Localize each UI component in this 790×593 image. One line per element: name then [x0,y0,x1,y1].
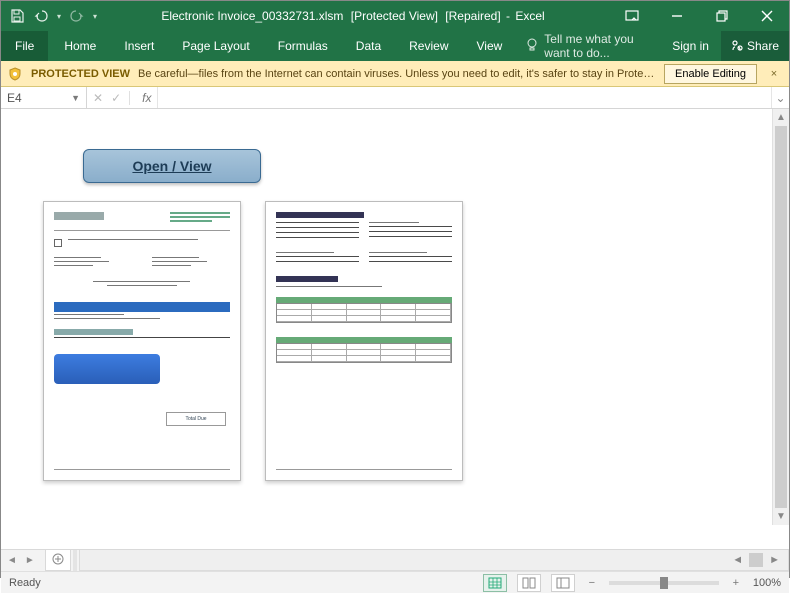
protected-view-message: Be careful—files from the Internet can c… [138,68,656,80]
plus-icon [52,553,64,568]
tab-insert-label: Insert [124,39,154,53]
thumbnail-total-label: Total Due [185,416,206,422]
title-bar: ▾ ▾ Electronic Invoice_00332731.xlsm [Pr… [1,1,789,31]
protected-view-bar: PROTECTED VIEW Be careful—files from the… [1,61,789,87]
vertical-scrollbar[interactable]: ▲ ▼ [772,109,789,525]
enter-formula-icon[interactable]: ✓ [111,91,121,105]
tell-me-search[interactable]: Tell me what you want to do... [516,31,660,61]
thumbnail-total-box: Total Due [166,412,226,426]
scroll-down-icon[interactable]: ▼ [773,508,789,525]
page-layout-icon [522,577,536,589]
sheet-prev-icon[interactable]: ◄ [7,555,17,566]
name-box-dropdown-icon[interactable]: ▼ [71,93,80,103]
undo-icon[interactable] [33,8,49,24]
scroll-left-icon[interactable]: ◄ [732,554,743,566]
formula-bar: E4 ▼ ✕ ✓ fx ⌄ [1,87,789,109]
zoom-level[interactable]: 100% [753,577,781,589]
quick-access-toolbar: ▾ ▾ [1,8,97,24]
title-filename: Electronic Invoice_00332731.xlsm [161,9,343,23]
title-repaired: [Repaired] [445,9,500,23]
tab-page-layout[interactable]: Page Layout [168,31,263,61]
save-icon[interactable] [9,8,25,24]
formula-bar-expand-icon[interactable]: ⌄ [771,87,789,108]
window-controls [609,1,789,31]
tab-file[interactable]: File [1,31,48,61]
open-view-label: Open / View [132,158,211,174]
vscroll-thumb[interactable] [775,126,787,508]
shield-icon [7,66,23,82]
share-button[interactable]: Share [721,31,789,61]
tab-formulas-label: Formulas [278,39,328,53]
zoom-slider-thumb[interactable] [660,577,668,589]
sheet-next-icon[interactable]: ► [25,555,35,566]
scroll-up-icon[interactable]: ▲ [773,109,789,126]
title-appname: Excel [515,9,544,23]
tab-insert[interactable]: Insert [110,31,168,61]
lightbulb-icon [526,38,538,55]
ribbon-display-options-icon[interactable] [609,1,654,31]
status-ready: Ready [9,577,41,589]
tab-review[interactable]: Review [395,31,462,61]
protected-view-label: PROTECTED VIEW [31,68,130,80]
view-page-break-button[interactable] [551,574,575,592]
tab-data-label: Data [356,39,381,53]
fx-label[interactable]: fx [138,91,151,105]
view-page-layout-button[interactable] [517,574,541,592]
zoom-out-button[interactable]: − [585,577,599,589]
cancel-formula-icon[interactable]: ✕ [93,91,103,105]
status-bar: Ready − + 100% [1,571,789,593]
formula-separator [129,91,130,105]
tab-review-label: Review [409,39,448,53]
share-label: Share [747,39,779,53]
grid-icon [488,577,502,589]
title-protected: [Protected View] [351,9,438,23]
tab-view[interactable]: View [463,31,517,61]
zoom-in-button[interactable]: + [729,577,743,589]
window-title: Electronic Invoice_00332731.xlsm [Protec… [97,9,609,23]
signin-link[interactable]: Sign in [660,31,721,61]
protected-view-close-icon[interactable]: × [765,68,783,80]
tab-page-layout-label: Page Layout [182,39,249,53]
open-view-button[interactable]: Open / View [83,149,261,183]
tab-view-label: View [477,39,503,53]
tab-formulas[interactable]: Formulas [264,31,342,61]
enable-editing-button[interactable]: Enable Editing [664,64,757,84]
minimize-button[interactable] [654,1,699,31]
sheet-tab-bar: ◄ ► ◄ ► [1,549,789,571]
sheet-nav-controls[interactable]: ◄ ► [1,550,41,571]
signin-label: Sign in [672,39,709,53]
formula-input[interactable] [158,87,771,108]
ribbon-tabs: File Home Insert Page Layout Formulas Da… [1,31,789,61]
new-sheet-button[interactable] [45,550,71,571]
formula-controls: ✕ ✓ fx [87,87,158,108]
scroll-right-icon[interactable]: ► [769,554,780,566]
tab-file-label: File [15,39,34,53]
tell-me-placeholder: Tell me what you want to do... [544,32,660,60]
name-box[interactable]: E4 ▼ [1,87,87,108]
document-thumbnail-1: Total Due [43,201,241,481]
tab-home[interactable]: Home [50,31,110,61]
tab-data[interactable]: Data [342,31,395,61]
cell-reference: E4 [7,91,22,105]
tab-home-label: Home [64,39,96,53]
tab-scroll-divider[interactable] [73,550,77,571]
document-thumbnail-2 [265,201,463,481]
page-break-icon [556,577,570,589]
view-normal-button[interactable] [483,574,507,592]
horizontal-scrollbar[interactable]: ◄ ► [79,550,789,571]
undo-dropdown-icon[interactable]: ▾ [57,12,61,21]
hscroll-thumb[interactable] [749,553,763,567]
close-button[interactable] [744,1,789,31]
redo-icon[interactable] [69,8,85,24]
restore-button[interactable] [699,1,744,31]
worksheet-area[interactable]: Open / View [1,109,789,549]
zoom-slider[interactable] [609,581,719,585]
share-icon [731,39,743,54]
vscroll-track[interactable] [773,126,789,508]
